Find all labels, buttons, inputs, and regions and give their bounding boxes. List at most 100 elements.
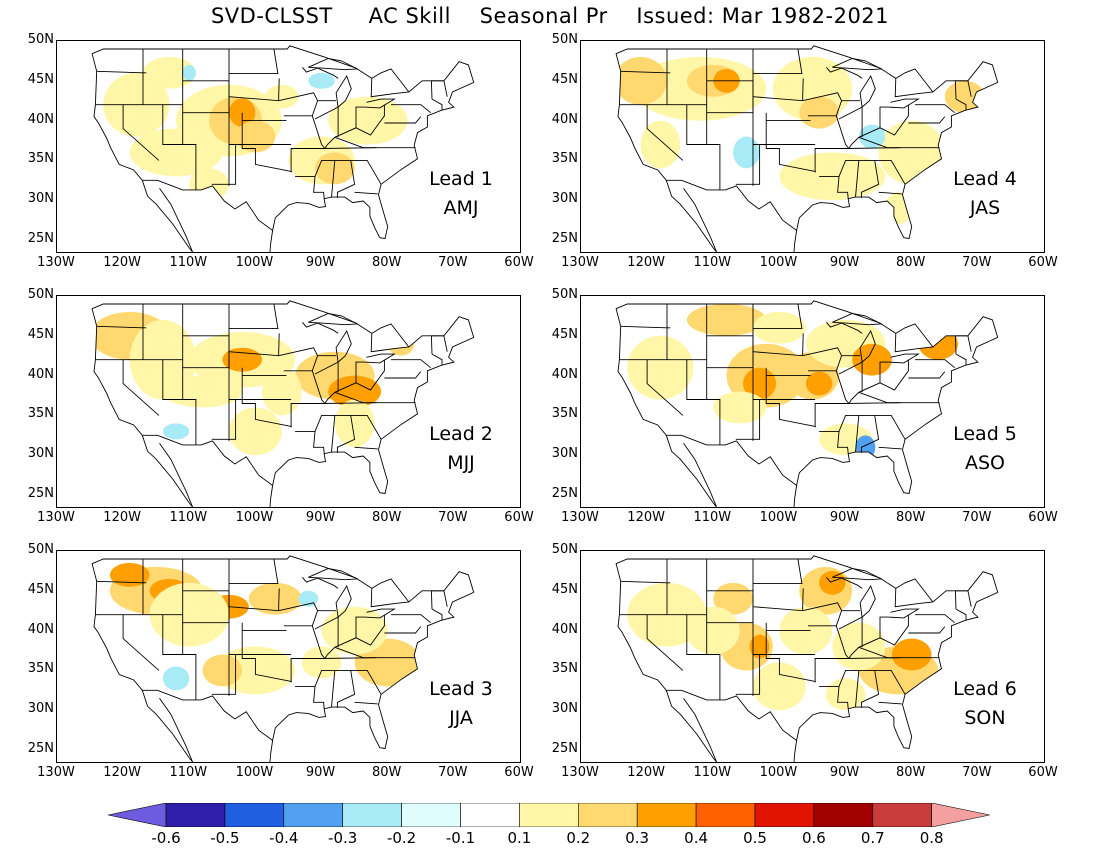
state-border: [354, 191, 378, 195]
colorbar-swatch: [636, 803, 697, 827]
lat-label: 50N: [27, 542, 54, 557]
skill-region: [328, 375, 382, 408]
state-border: [431, 98, 443, 111]
state-border: [878, 191, 902, 195]
state-border: [858, 159, 880, 198]
state-border: [302, 577, 339, 589]
lon-label: 120W: [627, 510, 665, 525]
state-border: [954, 590, 972, 610]
coastline: [832, 58, 883, 71]
skill-region: [248, 582, 302, 615]
state-border: [211, 654, 237, 695]
lat-label: 35N: [551, 661, 578, 677]
lon-label: 60W: [1028, 510, 1058, 525]
state-border: [686, 614, 721, 700]
coastline: [141, 180, 194, 252]
lon-label: 60W: [504, 510, 534, 525]
skill-region: [228, 98, 256, 127]
skill-region: [321, 606, 388, 655]
lat-label: 30N: [551, 446, 578, 462]
state-border: [431, 353, 443, 366]
lon-label: 130W: [37, 765, 75, 780]
lon-label: 70W: [438, 510, 468, 525]
state-border: [874, 414, 906, 440]
state-border: [819, 685, 849, 709]
lat-label: 35N: [27, 406, 54, 422]
map-canvas: [615, 300, 999, 507]
lon-label: 90W: [305, 765, 336, 780]
lon-label: 70W: [962, 765, 992, 780]
lon-label: 130W: [37, 510, 75, 525]
state-border: [350, 669, 382, 695]
state-border: [858, 646, 901, 659]
skill-region: [314, 152, 355, 185]
skill-region: [891, 638, 932, 671]
colorbar-swatch: [754, 803, 815, 827]
lon-label: 80W: [896, 255, 926, 270]
state-border: [819, 175, 849, 199]
skill-region: [162, 375, 243, 408]
colorbar-swatch: [460, 803, 520, 827]
lat-label: 50N: [551, 32, 578, 47]
lon-label: 70W: [962, 255, 992, 270]
state-border: [430, 80, 448, 100]
coastline: [308, 58, 359, 71]
colorbar-swatch: [695, 803, 756, 827]
season-label: MJJ: [447, 452, 475, 474]
lon-label: 80W: [896, 510, 926, 525]
season-label: JAS: [969, 197, 1001, 219]
lon-label: 100W: [235, 765, 274, 780]
colorbar-label: 0.2: [566, 829, 591, 847]
state-border: [334, 136, 377, 149]
coastline: [335, 584, 352, 618]
skill-region: [334, 399, 375, 448]
state-border: [686, 104, 721, 190]
lat-label: 25N: [27, 231, 54, 247]
state-border: [122, 614, 160, 671]
lat-label: 40N: [27, 111, 54, 127]
state-border: [295, 685, 325, 709]
map-panel-1: [56, 40, 521, 253]
state-border: [955, 353, 967, 366]
state-border: [753, 399, 816, 428]
map-panel-2: [580, 40, 1045, 253]
lon-label: 60W: [504, 255, 534, 270]
coastline: [793, 740, 798, 762]
lead-label: Lead 3: [429, 678, 493, 700]
state-border: [838, 414, 860, 453]
skill-region: [129, 128, 223, 177]
state-border: [334, 646, 377, 659]
lat-label: 35N: [27, 151, 54, 167]
state-border: [384, 371, 422, 379]
state-border: [838, 616, 863, 648]
lead-label: Lead 2: [429, 423, 493, 445]
state-border: [355, 106, 365, 128]
state-border: [802, 92, 843, 117]
state-border: [228, 588, 280, 612]
state-border: [826, 577, 863, 589]
state-border: [430, 590, 448, 610]
colorbar-swatch: [108, 803, 167, 827]
coastline: [665, 435, 718, 507]
state-border: [391, 614, 431, 624]
colorbar-label: -0.6: [151, 829, 181, 847]
state-border: [302, 322, 339, 334]
skill-region: [944, 80, 985, 113]
state-border: [752, 588, 804, 612]
state-border: [858, 391, 901, 404]
skill-region: [149, 582, 229, 647]
season-label: AMJ: [443, 197, 479, 219]
lead-label: Lead 4: [953, 168, 1017, 190]
lat-label: 35N: [551, 406, 578, 422]
skill-region: [328, 96, 408, 145]
state-border: [354, 701, 378, 705]
lat-label: 25N: [551, 231, 578, 247]
state-border: [211, 144, 237, 185]
coastline: [141, 690, 194, 762]
lon-label: 90W: [829, 255, 860, 270]
lon-label: 100W: [235, 510, 274, 525]
lon-label: 120W: [103, 255, 141, 270]
state-border: [753, 558, 803, 585]
coastline: [335, 329, 352, 363]
state-border: [858, 136, 901, 149]
